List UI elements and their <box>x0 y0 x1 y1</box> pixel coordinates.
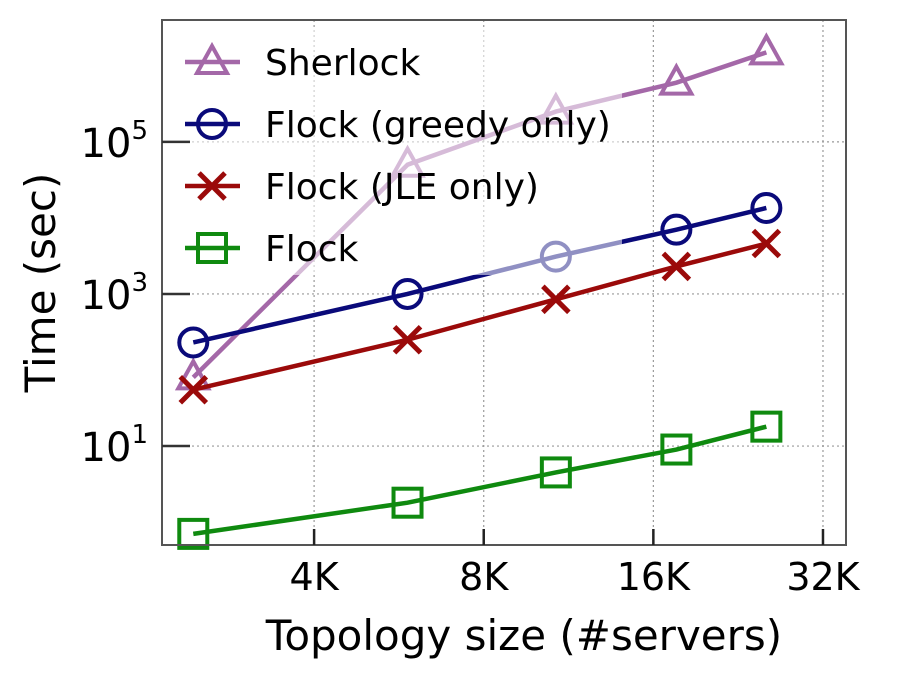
plot-frame <box>161 19 847 546</box>
data-point-triangle <box>747 32 785 66</box>
y-tick-label: 105 <box>81 116 148 167</box>
data-point-circle <box>177 326 210 359</box>
series-line <box>192 424 767 537</box>
x-tick-label: 8K <box>459 555 509 599</box>
legend-item: Flock <box>185 229 359 270</box>
y-axis-title: Time (sec) <box>16 173 65 394</box>
series-square <box>177 410 783 550</box>
data-point-x <box>392 324 423 355</box>
data-point-x <box>751 228 782 259</box>
legend-item: Flock (JLE only) <box>185 167 539 208</box>
legend-marker-triangle <box>193 41 231 75</box>
data-point-x <box>661 251 692 282</box>
data-point-x <box>541 284 571 315</box>
y-tick-exponent: 5 <box>131 116 148 146</box>
data-point-circle <box>750 191 783 224</box>
y-tick-exponent: 3 <box>131 268 148 298</box>
data-point-circle <box>391 277 424 310</box>
legend-label: Flock <box>265 229 359 270</box>
y-tick-base: 10 <box>81 425 132 471</box>
y-tick-exponent: 1 <box>131 420 148 450</box>
y-tick-label: 103 <box>81 268 148 319</box>
legend-marker-square <box>196 232 228 264</box>
data-point-circle <box>660 213 693 246</box>
legend-label: Flock (JLE only) <box>265 167 539 208</box>
x-tick-label: 16K <box>617 555 691 599</box>
data-point-triangle <box>657 62 695 96</box>
data-point-square <box>660 433 693 466</box>
legend-label: Sherlock <box>265 43 420 84</box>
legend-item: Sherlock <box>185 41 420 84</box>
x-axis-title: Topology size (#servers) <box>265 611 782 660</box>
y-tick-base: 10 <box>81 121 132 167</box>
x-tick-label: 32K <box>786 555 860 599</box>
legend-label: Flock (greedy only) <box>265 105 611 146</box>
data-point-square <box>750 410 783 443</box>
y-tick-base: 10 <box>81 273 132 319</box>
legend-item: Flock (greedy only) <box>185 105 611 146</box>
legend: Sherlock Flock (greedy only) Flock (JLE on… <box>172 30 622 275</box>
data-point-square <box>177 517 210 550</box>
legend-box <box>172 30 622 275</box>
data-point-square <box>539 456 572 489</box>
data-point-square <box>391 486 424 519</box>
y-tick-label: 101 <box>81 420 148 471</box>
x-tick-label: 4K <box>290 555 340 599</box>
data-point-x <box>178 374 209 405</box>
legend-marker-x <box>197 171 227 201</box>
legend-marker-circle <box>196 108 228 140</box>
series-x <box>178 228 782 405</box>
